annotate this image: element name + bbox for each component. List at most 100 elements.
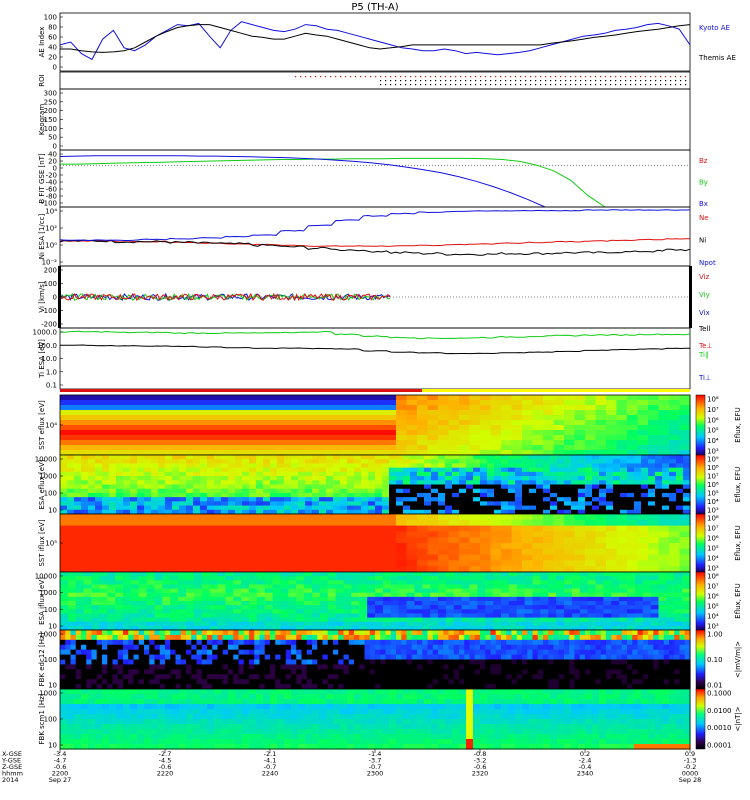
heat-cell: [578, 492, 586, 498]
heat-cell: [196, 430, 208, 436]
heat-cell: [511, 425, 523, 431]
heat-cell: [249, 395, 261, 401]
heat-cell: [564, 625, 573, 631]
heat-cell: [375, 674, 381, 680]
heat-cell: [669, 480, 677, 486]
heat-cell: [396, 488, 404, 494]
ytick-label: 0: [53, 294, 57, 302]
heat-cell: [438, 480, 446, 486]
heat-cell: [592, 463, 600, 469]
colorbar-tick: 10⁴: [707, 437, 719, 445]
heat-cell: [417, 400, 429, 406]
heat-cell: [556, 625, 565, 631]
heat-cell: [228, 400, 240, 406]
roi-mark: [460, 80, 462, 82]
heat-cell: [146, 588, 156, 594]
heat-cell: [411, 669, 418, 675]
heat-cell: [452, 476, 460, 481]
heat-cell: [634, 492, 642, 498]
heat-cell: [301, 644, 308, 651]
heat-cell: [304, 617, 313, 623]
heat-cell: [452, 471, 460, 477]
heat-cell: [291, 471, 299, 477]
heat-cell: [494, 455, 502, 460]
heat-cell: [151, 476, 159, 481]
heat-cell: [228, 669, 234, 675]
heat-cell: [422, 644, 429, 651]
heat-cell: [511, 560, 523, 567]
heat-cell: [264, 649, 271, 656]
heat-cell: [592, 501, 600, 507]
heat-cell: [91, 580, 100, 586]
heat-cell: [564, 560, 576, 567]
heat-cell: [207, 467, 215, 473]
heat-cell: [445, 613, 455, 619]
heat-cell: [461, 592, 471, 598]
heat-cell: [107, 674, 114, 680]
heat-cell: [217, 654, 224, 661]
heat-cell: [60, 659, 66, 666]
heat-cell: [682, 613, 691, 619]
heat-cell: [556, 617, 565, 623]
heat-cell: [249, 654, 255, 661]
heat-cell: [319, 576, 329, 581]
heat-cell: [354, 492, 362, 498]
heat-cell: [655, 463, 663, 469]
heat-cell: [532, 531, 544, 538]
heat-cell: [191, 684, 198, 690]
heat-cell: [585, 476, 593, 481]
heat-cell: [606, 566, 618, 573]
heat-cell: [207, 674, 213, 680]
heat-cell: [417, 455, 425, 460]
heat-cell: [270, 445, 282, 451]
heat-cell: [312, 560, 324, 567]
heat-cell: [322, 654, 329, 661]
heat-cell: [238, 644, 245, 651]
heat-cell: [548, 580, 557, 586]
heat-cell: [548, 609, 557, 615]
heat-cell: [70, 634, 77, 641]
heat-cell: [603, 580, 612, 586]
heat-cell: [627, 471, 635, 477]
roi-mark: [550, 80, 552, 82]
roi-mark: [350, 76, 352, 78]
heat-cell: [354, 435, 366, 441]
heat-cell: [641, 480, 649, 486]
heat-cell: [367, 601, 376, 606]
heat-cell: [284, 501, 292, 507]
heat-cell: [280, 684, 287, 690]
heat-cell: [406, 548, 418, 556]
heat-cell: [264, 684, 271, 690]
heat-cell: [333, 548, 345, 556]
heat-cell: [235, 501, 243, 507]
heat-cell: [270, 669, 276, 675]
heat-cell: [438, 621, 447, 627]
heat-cell: [493, 617, 502, 623]
heat-cell: [60, 649, 66, 656]
heat-cell: [133, 548, 145, 556]
heat-cell: [291, 659, 297, 666]
heat-cell: [658, 584, 667, 590]
heat-cell: [207, 649, 213, 656]
heat-cell: [270, 543, 282, 550]
heat-cell: [679, 514, 691, 521]
heat-cell: [427, 415, 439, 421]
heat-cell: [298, 455, 306, 460]
roi-mark: [410, 80, 412, 82]
heat-cell: [312, 471, 320, 477]
heat-cell: [133, 554, 145, 561]
heat-cell: [165, 450, 177, 456]
heat-cell: [587, 605, 597, 610]
heat-cell: [207, 463, 215, 469]
heat-cell: [249, 649, 255, 656]
heat-cell: [469, 410, 481, 416]
heat-cell: [91, 679, 98, 685]
heat-cell: [228, 410, 240, 416]
heat-cell: [485, 596, 494, 602]
heat-cell: [487, 463, 495, 469]
heat-cell: [238, 654, 245, 661]
heat-cell: [291, 484, 299, 490]
heat-cell: [138, 674, 145, 680]
heat-cell: [571, 463, 579, 469]
heat-cell: [154, 674, 161, 680]
